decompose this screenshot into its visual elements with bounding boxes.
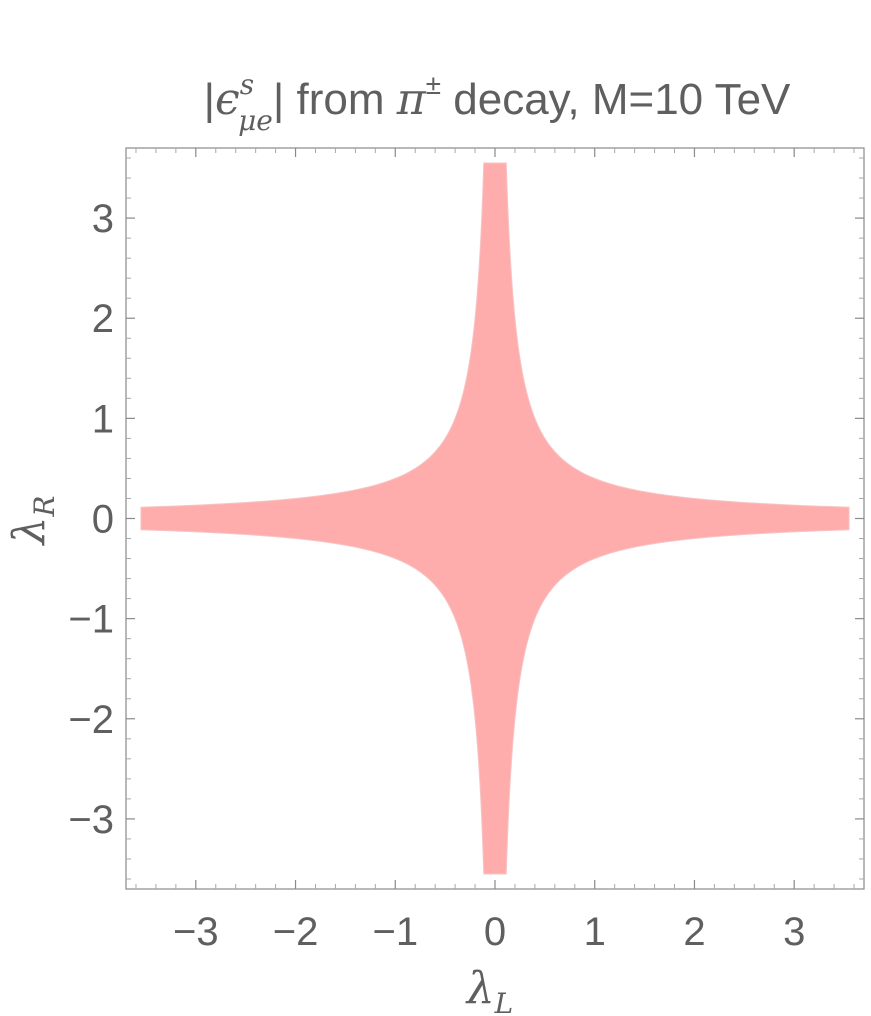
title-particle-sup: ± — [426, 69, 441, 100]
x-tick-label: 0 — [484, 910, 506, 954]
y-tick-label: 1 — [92, 397, 114, 441]
title-prefix: | — [204, 75, 215, 124]
x-tick-label: 3 — [783, 910, 805, 954]
x-tick-label: −3 — [173, 910, 219, 954]
y-tick-label: 0 — [92, 498, 114, 542]
y-tick-label: −2 — [68, 698, 114, 742]
chart-title: |ϵs μe| from π± decay, M=10 TeV — [204, 68, 791, 137]
title-after-symbol: | from — [273, 75, 397, 124]
x-tick-label: 1 — [584, 910, 606, 954]
allowed-region — [140, 162, 850, 875]
title-subscript: μe — [238, 104, 273, 137]
title-particle: π — [396, 74, 427, 125]
x-axis-label: λL — [465, 963, 513, 1016]
y-tick-label: 2 — [92, 297, 114, 341]
y-tick-label: −1 — [68, 598, 114, 642]
y-tick-labels: −3 −2 −1 0 1 2 3 — [68, 197, 114, 842]
x-tick-label: −2 — [273, 910, 319, 954]
title-superscript: s — [240, 68, 254, 101]
x-axis-symbol: λ — [465, 963, 495, 1014]
x-tick-label: 2 — [683, 910, 705, 954]
y-tick-label: −3 — [68, 798, 114, 842]
y-axis-symbol: λ — [4, 517, 55, 547]
title-suffix: decay, M=10 TeV — [441, 75, 791, 124]
y-axis-label: λR — [4, 496, 61, 547]
y-tick-label: 3 — [92, 197, 114, 241]
x-tick-labels: −3 −2 −1 0 1 2 3 — [173, 910, 805, 954]
x-tick-label: −1 — [372, 910, 418, 954]
y-axis-sub: R — [28, 496, 61, 518]
x-axis-sub: L — [494, 987, 514, 1016]
axis-ticks — [126, 148, 864, 889]
title-symbol: ϵ — [215, 74, 240, 125]
